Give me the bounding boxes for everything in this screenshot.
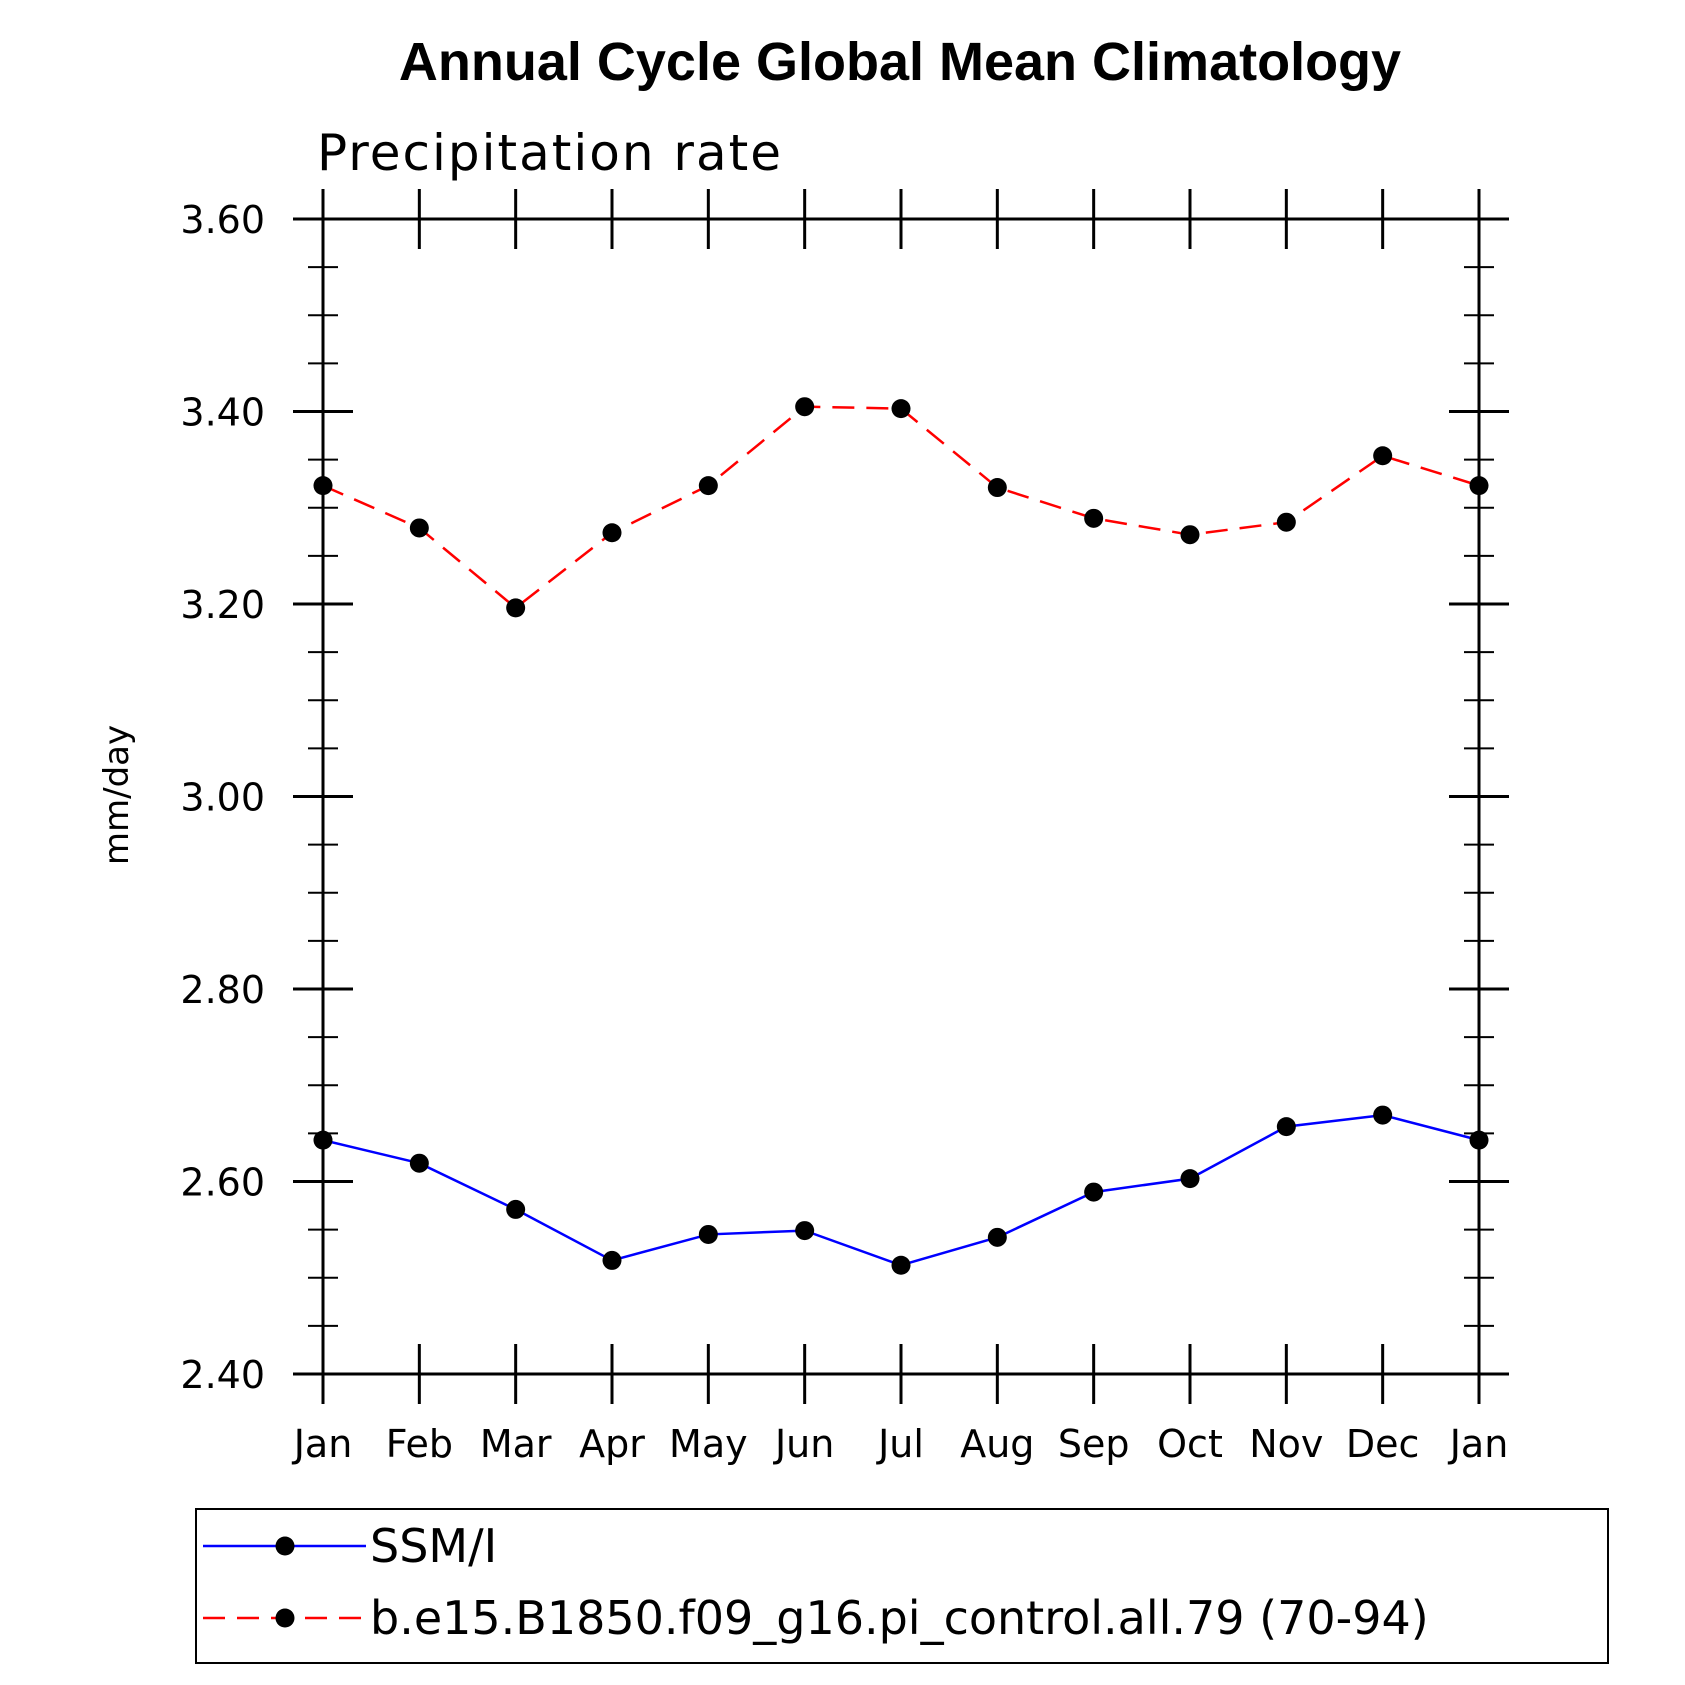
- series-line: [322, 1113, 1480, 1267]
- legend-label: b.e15.B1850.f09_g16.pi_control.all.79 (7…: [370, 1591, 1429, 1645]
- data-point: [987, 1227, 1007, 1247]
- y-tick-label: 3.60: [180, 198, 265, 242]
- data-point: [1180, 525, 1200, 545]
- y-tick-label: 2.80: [180, 968, 265, 1012]
- data-point: [1373, 446, 1393, 466]
- y-axis-label: mm/day: [97, 725, 137, 865]
- x-tick-label: Apr: [579, 1422, 645, 1466]
- x-tick-label: May: [669, 1422, 748, 1466]
- data-point: [313, 1130, 333, 1150]
- chart-title: Annual Cycle Global Mean Climatology: [399, 32, 1401, 92]
- series-line: [322, 405, 1480, 610]
- data-point: [891, 399, 911, 419]
- data-point: [1084, 508, 1104, 528]
- data-point: [602, 523, 622, 543]
- data-point: [698, 476, 718, 496]
- data-point: [891, 1255, 911, 1275]
- chart-subtitle: Precipitation rate: [317, 124, 783, 182]
- x-tick-label: Jun: [773, 1422, 834, 1466]
- legend-label: SSM/I: [370, 1519, 497, 1573]
- y-tick-label: 3.40: [180, 391, 265, 435]
- data-point: [409, 518, 429, 538]
- data-point: [506, 598, 526, 618]
- legend-box: [195, 1508, 1609, 1664]
- data-point: [1469, 476, 1489, 496]
- legend-marker: [275, 1608, 295, 1628]
- x-tick-label: Jan: [292, 1422, 353, 1466]
- x-tick-label: Feb: [386, 1422, 453, 1466]
- data-point: [506, 1199, 526, 1219]
- x-tick-label: Mar: [480, 1422, 552, 1466]
- data-point: [1084, 1182, 1104, 1202]
- legend-marker: [275, 1536, 295, 1556]
- x-tick-label: Dec: [1346, 1422, 1420, 1466]
- data-point: [1276, 1117, 1296, 1137]
- x-tick-label: Sep: [1058, 1422, 1130, 1466]
- data-point: [698, 1224, 718, 1244]
- y-tick-label: 2.60: [180, 1161, 265, 1205]
- data-point: [795, 397, 815, 417]
- data-point: [1276, 512, 1296, 532]
- x-tick-label: Jul: [876, 1422, 924, 1466]
- x-tick-label: Jan: [1448, 1422, 1509, 1466]
- y-tick-label: 3.00: [180, 776, 265, 820]
- data-point: [409, 1153, 429, 1173]
- data-point: [987, 478, 1007, 498]
- data-point: [795, 1221, 815, 1241]
- x-tick-label: Oct: [1157, 1422, 1223, 1466]
- x-tick-label: Aug: [960, 1422, 1034, 1466]
- series-layer: [313, 397, 1489, 1275]
- data-point: [1180, 1169, 1200, 1189]
- data-point: [1469, 1130, 1489, 1150]
- data-point: [1373, 1105, 1393, 1125]
- data-point: [602, 1250, 622, 1270]
- data-point: [313, 476, 333, 496]
- x-tick-label: Nov: [1249, 1422, 1323, 1466]
- axes: 2.40 2.60 2.80 3.00 3.20 3.40 3.60 Jan Feb Mar Apr…: [180, 189, 1509, 1466]
- legend: SSM/I b.e15.B1850.f09_g16.pi_control.all.…: [195, 1508, 1609, 1664]
- y-tick-label: 3.20: [180, 583, 265, 627]
- y-tick-label: 2.40: [180, 1353, 265, 1397]
